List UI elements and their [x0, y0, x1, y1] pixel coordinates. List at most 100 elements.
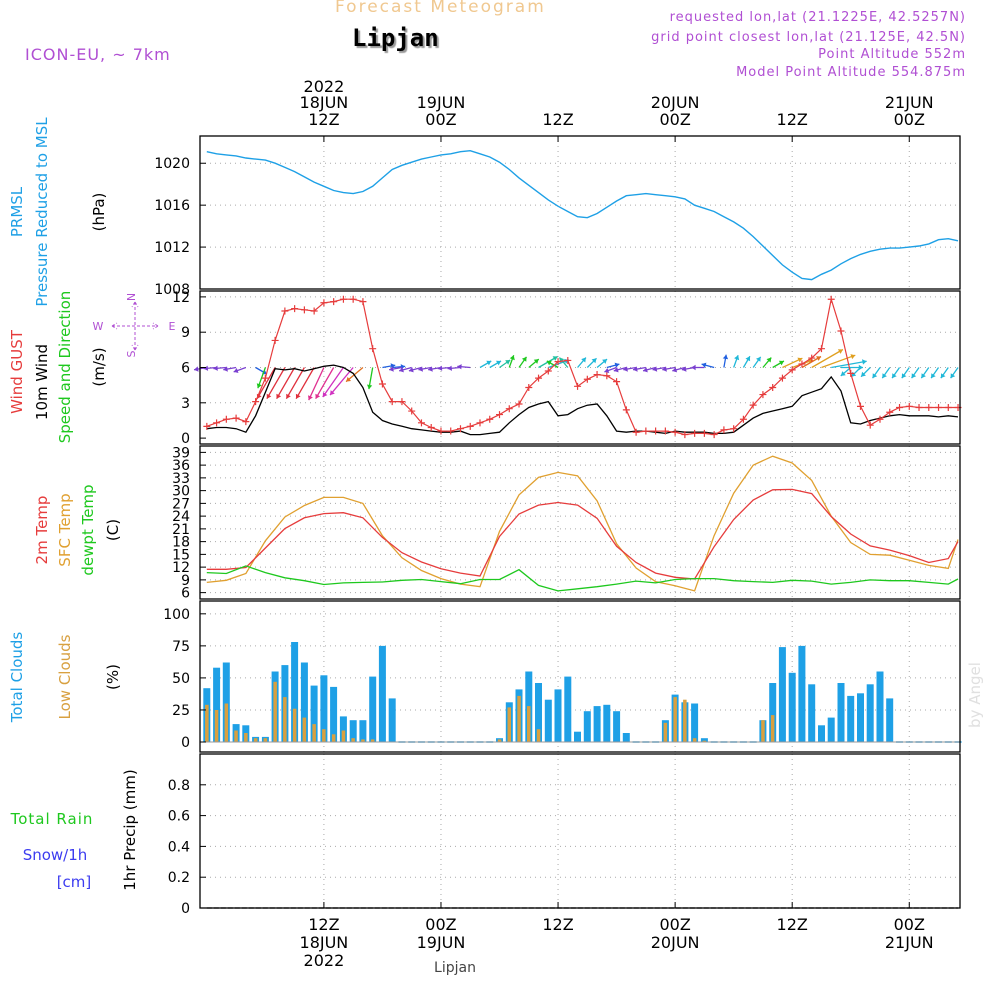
low-cloud-bar: [283, 697, 287, 742]
y-tick-label: 33: [172, 471, 190, 487]
total-cloud-bar: [378, 645, 386, 742]
gust-marker: [817, 345, 825, 353]
wind-barb-head: [330, 390, 335, 396]
gust-marker: [759, 391, 767, 399]
wind-barb: [762, 357, 772, 368]
y-tick-label: 100: [163, 607, 190, 623]
wind-barb-head: [797, 357, 803, 363]
total-cloud-bar: [837, 683, 845, 742]
wind-barb-head: [266, 393, 272, 399]
gust-marker: [847, 369, 855, 377]
total-cloud-bar: [778, 647, 786, 742]
gust-marker: [330, 298, 338, 306]
wind-barb: [691, 364, 705, 371]
wind-barb-head: [872, 373, 878, 379]
wind-barb: [652, 366, 666, 372]
wind-barb-head: [766, 357, 772, 363]
low-cloud-bar: [536, 729, 541, 742]
gust-marker: [242, 418, 250, 426]
low-cloud-bar: [214, 710, 219, 742]
wind-barb-head: [662, 366, 667, 372]
y-tick-label: 0: [181, 431, 190, 447]
gust-marker: [574, 382, 582, 390]
top-time-label: 12Z: [777, 110, 808, 129]
wind-barb-shaft: [322, 367, 344, 398]
frame-layer: [199, 135, 961, 909]
point-altitude: Point Altitude 552m: [818, 47, 966, 62]
y-tick-label: 30: [172, 484, 190, 500]
total-cloud-bar: [847, 695, 855, 742]
low-cloud-bar: [351, 738, 355, 742]
y-tick-label: 0: [181, 901, 190, 917]
total-cloud-bar: [593, 706, 601, 742]
gust-marker: [291, 305, 299, 313]
wind-barb: [672, 366, 686, 373]
y-tick-label: 6: [181, 361, 190, 377]
gust-marker: [886, 408, 894, 416]
wind-barb: [577, 357, 587, 368]
wind-gust-label: Wind GUST: [8, 329, 26, 414]
wind-barb-head: [509, 355, 515, 361]
gust-marker: [778, 374, 786, 382]
wind-barb-head: [295, 393, 301, 399]
bottom-time-label: 00Z: [659, 915, 690, 934]
bottom-time-label: 21JUN: [885, 933, 934, 952]
y-tick-label: 27: [172, 496, 190, 512]
compass-arrows-icon: [111, 301, 159, 351]
gust-marker: [505, 405, 513, 413]
low-cloud-bar: [361, 739, 365, 742]
total-cloud-bar: [535, 683, 542, 742]
gust-marker: [632, 428, 640, 436]
wind-barb-shaft: [295, 367, 315, 400]
gust-marker: [427, 424, 435, 432]
gust-marker: [554, 358, 562, 366]
wind-barb: [308, 367, 325, 401]
low-cloud-bar: [205, 704, 209, 742]
gust-marker: [271, 336, 279, 344]
total-cloud-bar: [827, 717, 835, 742]
gust-marker: [905, 402, 913, 410]
bottom-time-label: 2022: [304, 951, 345, 970]
wind-barb-head: [862, 359, 867, 365]
total-cloud-bar: [876, 671, 884, 742]
total-cloud-bar: [349, 720, 357, 742]
low-cloud-bar: [244, 733, 248, 742]
y-tick-label: 1020: [154, 156, 190, 172]
total-cloud-bar: [222, 662, 230, 742]
gust-marker: [281, 307, 289, 315]
low-cloud-bar: [497, 739, 502, 742]
total-cloud-bar: [700, 738, 708, 742]
wind-barb: [276, 367, 296, 400]
wind-barb-head: [367, 384, 373, 390]
wind-barb: [782, 357, 803, 369]
wind-barb: [233, 366, 247, 373]
wind-barb-head: [778, 360, 784, 366]
wind-barb-head: [604, 368, 610, 373]
total-cloud-bar: [554, 689, 562, 742]
panel-frame: [199, 600, 961, 753]
wind-barb-shaft: [256, 367, 276, 400]
gust-marker: [944, 404, 952, 412]
y-tick-label: 75: [172, 639, 190, 655]
compass-e: E: [169, 320, 176, 333]
wind-barb-head: [521, 356, 527, 362]
wind-barb-head: [882, 373, 887, 379]
gust-marker: [310, 307, 318, 315]
wind-barb: [398, 366, 412, 373]
pressure-unit: (hPa): [90, 193, 108, 232]
gust-marker: [720, 426, 728, 434]
gust-marker: [710, 431, 718, 439]
wind-barb: [322, 367, 344, 398]
panel-frame: [199, 445, 961, 600]
y-tick-label: 15: [172, 547, 190, 563]
total-cloud-bar: [320, 675, 328, 742]
top-time-label: 12Z: [542, 110, 573, 129]
snow-unit: [cm]: [57, 873, 92, 891]
gust-marker: [788, 366, 796, 374]
gust-marker: [213, 419, 221, 427]
low-cloud-bar: [527, 706, 531, 742]
wind-barb-head: [203, 365, 209, 371]
wind-barb-head: [552, 356, 558, 361]
wind-barb: [389, 366, 403, 372]
grid-point-coords: grid point closest lon,lat (21.125E, 42.…: [651, 30, 966, 45]
